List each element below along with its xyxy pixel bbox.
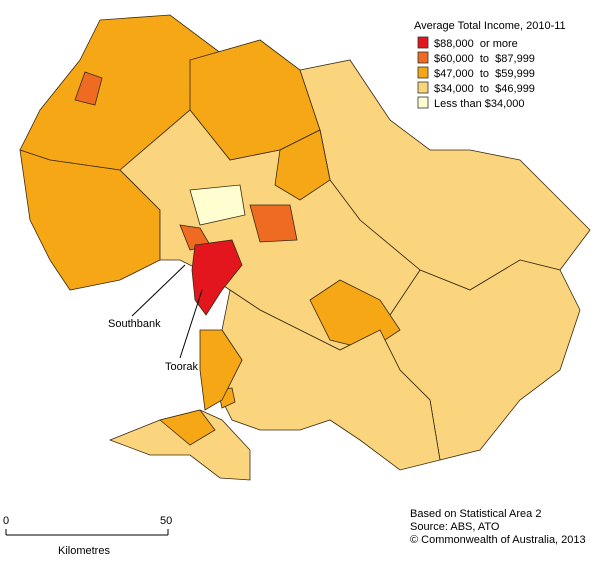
legend-swatch xyxy=(417,66,429,79)
legend-swatch xyxy=(417,96,429,109)
region xyxy=(199,329,243,411)
leader-line xyxy=(131,264,186,317)
scale-bar: 0 50 Kilometres xyxy=(3,515,172,557)
place-label: Southbank xyxy=(108,318,161,330)
scale-label: 0 xyxy=(3,515,9,527)
legend-swatch xyxy=(417,36,429,49)
source: Based on Statistical Area 2 Source: ABS,… xyxy=(410,508,586,546)
legend-swatch xyxy=(417,51,429,64)
place-label: Toorak xyxy=(165,361,199,373)
regions xyxy=(19,14,591,481)
legend-label: $60,000 to $87,999 xyxy=(434,53,535,65)
source-line: © Commonwealth of Australia, 2013 xyxy=(410,534,586,546)
legend-title: Average Total Income, 2010-11 xyxy=(414,20,566,32)
region xyxy=(249,204,298,243)
annotations: Southbank Toorak xyxy=(108,264,203,373)
source-line: Based on Statistical Area 2 xyxy=(410,508,541,520)
leader-line xyxy=(179,289,203,359)
legend-label: Less than $34,000 xyxy=(434,98,525,110)
scale-label: 50 xyxy=(160,515,172,527)
legend-label: $88,000 or more xyxy=(434,38,518,50)
legend-label: $34,000 to $46,999 xyxy=(434,83,535,95)
region xyxy=(274,129,331,201)
region xyxy=(19,149,161,291)
legend-label: $47,000 to $59,999 xyxy=(434,68,535,80)
scale-unit: Kilometres xyxy=(58,545,110,557)
source-line: Source: ABS, ATO xyxy=(410,521,500,533)
region xyxy=(74,71,103,106)
region xyxy=(189,184,246,226)
legend: Average Total Income, 2010-11 $88,000 or… xyxy=(414,20,566,110)
region xyxy=(191,239,243,316)
region xyxy=(159,409,216,446)
legend-swatch xyxy=(417,81,429,94)
